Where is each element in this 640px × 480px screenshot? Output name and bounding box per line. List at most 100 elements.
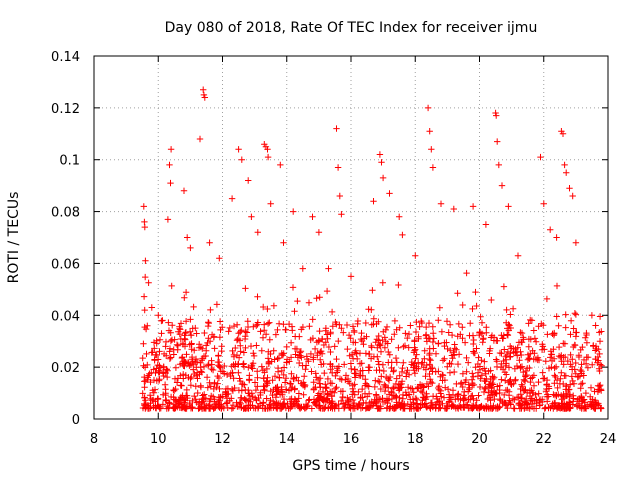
data-point [140, 293, 148, 300]
data-point [415, 385, 422, 392]
data-point [475, 392, 482, 399]
data-point [570, 325, 577, 332]
data-point [154, 361, 161, 369]
data-point [433, 393, 440, 400]
data-point [557, 353, 564, 361]
data-point [215, 352, 222, 360]
data-point [503, 306, 510, 314]
data-point [317, 384, 324, 391]
data-point [488, 296, 495, 304]
data-point [486, 394, 494, 401]
data-point [340, 329, 347, 336]
data-point [487, 375, 494, 383]
data-point [356, 350, 364, 357]
data-point [510, 349, 517, 356]
data-point [191, 370, 198, 378]
data-point [313, 295, 320, 302]
data-point [152, 404, 159, 412]
data-point [328, 399, 335, 407]
data-point [453, 380, 460, 388]
data-point [425, 319, 433, 327]
data-point [234, 403, 241, 410]
data-point [198, 399, 205, 406]
data-point [349, 355, 357, 362]
data-points [139, 86, 605, 412]
data-point [386, 373, 394, 381]
data-point [183, 403, 191, 410]
data-point [249, 365, 256, 372]
data-point [275, 320, 283, 327]
data-point [551, 399, 559, 406]
data-point [439, 400, 446, 407]
data-point [287, 339, 295, 346]
data-point [328, 380, 336, 387]
data-point [521, 377, 529, 385]
data-point [530, 356, 537, 363]
data-point [376, 378, 383, 386]
data-point [423, 390, 430, 397]
data-point [182, 392, 190, 399]
data-point [523, 371, 530, 379]
data-point [383, 405, 390, 412]
data-point [412, 395, 420, 402]
data-point [324, 375, 332, 383]
data-point [323, 384, 330, 392]
data-point [155, 403, 163, 410]
data-point [323, 287, 331, 295]
data-point [562, 311, 569, 318]
data-point [204, 384, 211, 391]
data-point [214, 380, 221, 387]
data-point [151, 356, 158, 363]
data-point [204, 362, 212, 369]
data-point [419, 389, 426, 396]
data-point [376, 151, 384, 158]
data-point [184, 234, 191, 241]
data-point [193, 330, 200, 337]
data-point [512, 348, 519, 355]
data-point [208, 361, 215, 368]
data-point [415, 333, 422, 340]
data-point [454, 404, 461, 411]
data-point [344, 345, 351, 353]
data-point [517, 329, 524, 336]
data-point [374, 353, 381, 360]
data-point [505, 364, 513, 371]
data-point [486, 350, 493, 357]
data-point [329, 363, 336, 370]
data-point [299, 265, 306, 272]
data-point [547, 354, 554, 361]
data-point [175, 399, 182, 407]
data-point [298, 354, 305, 361]
data-point [283, 343, 290, 351]
data-point [296, 359, 303, 367]
data-point [596, 313, 604, 320]
data-point [575, 400, 582, 407]
data-point [399, 231, 406, 239]
data-point [569, 356, 576, 363]
data-point [325, 343, 333, 351]
data-point [539, 369, 546, 376]
data-point [182, 372, 189, 379]
data-point [504, 331, 511, 338]
data-point [289, 384, 296, 391]
data-point [584, 364, 592, 371]
data-point [142, 377, 149, 385]
data-point [187, 382, 195, 389]
data-point [182, 336, 189, 343]
data-point [182, 329, 189, 337]
data-point [470, 336, 477, 344]
data-point [448, 331, 456, 339]
data-point [487, 345, 494, 352]
data-point [196, 135, 204, 143]
data-point [177, 372, 184, 379]
data-point [516, 357, 523, 364]
data-point [547, 348, 555, 355]
data-point [422, 366, 430, 373]
data-point [216, 318, 224, 325]
data-point [351, 370, 358, 377]
data-point [481, 358, 488, 365]
data-point [559, 130, 567, 137]
x-tick-label: 18 [407, 432, 424, 447]
data-point [569, 401, 576, 408]
data-point [535, 378, 542, 386]
